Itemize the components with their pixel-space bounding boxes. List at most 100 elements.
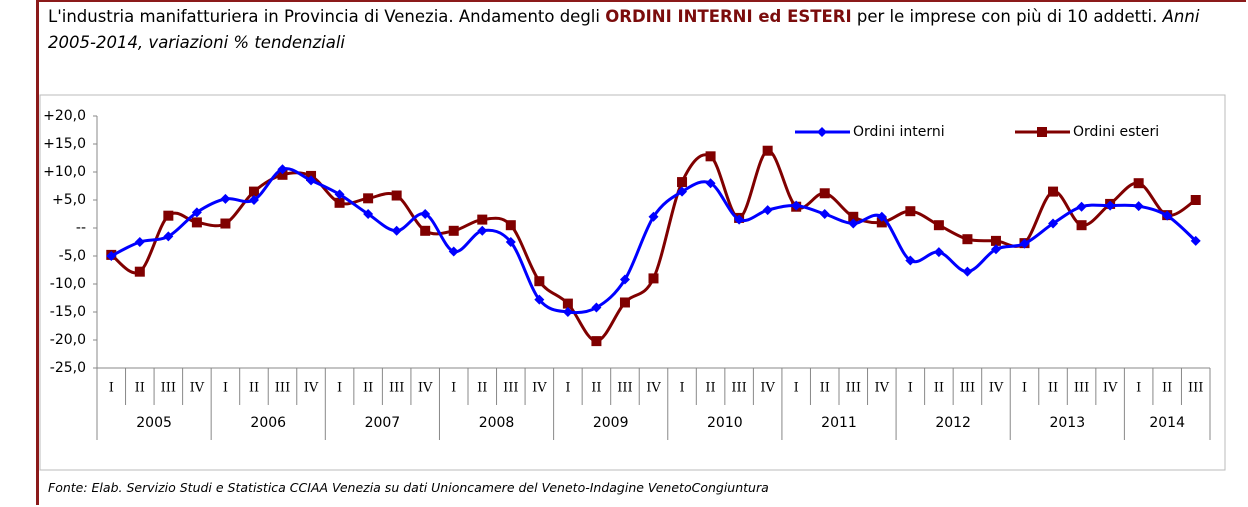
y-tick-label: +15,0 — [43, 136, 86, 152]
year-label: 2005 — [136, 415, 172, 431]
legend-marker — [1037, 127, 1047, 137]
x-tick-label: IV — [646, 381, 661, 396]
title-part: ORDINI INTERNI ed ESTERI — [605, 7, 852, 26]
x-tick-label: I — [1136, 381, 1141, 396]
y-tick-label: +5,0 — [52, 192, 86, 208]
legend-label: Ordini esteri — [1073, 124, 1159, 140]
marker — [220, 218, 231, 229]
marker — [619, 297, 630, 308]
x-tick-label: IV — [532, 381, 547, 396]
x-tick-label: IV — [418, 381, 433, 396]
series-line — [110, 167, 1197, 315]
marker — [134, 237, 145, 247]
marker — [477, 214, 488, 225]
year-label: 2006 — [250, 415, 286, 431]
marker — [534, 294, 545, 305]
year-label: 2007 — [365, 415, 401, 431]
marker — [391, 225, 402, 236]
marker — [933, 220, 944, 231]
x-tick-label: III — [161, 381, 176, 396]
marker — [448, 225, 459, 236]
x-tick-label: I — [794, 381, 799, 396]
marker — [363, 193, 374, 204]
x-tick-label: II — [705, 381, 715, 396]
marker — [505, 237, 516, 247]
x-tick-label: IV — [190, 381, 205, 396]
marker — [677, 186, 688, 197]
year-label: 2012 — [935, 415, 971, 431]
marker — [1019, 238, 1030, 249]
x-tick-label: II — [934, 381, 944, 396]
marker — [1076, 220, 1087, 231]
legend-marker — [817, 127, 827, 137]
x-tick-label: II — [363, 381, 373, 396]
x-tick-label: I — [1022, 381, 1027, 396]
year-label: 2011 — [821, 415, 857, 431]
marker — [677, 177, 688, 188]
marker — [990, 235, 1001, 246]
y-tick-label: -25,0 — [50, 360, 86, 376]
marker — [448, 246, 459, 257]
x-tick-label: IV — [989, 381, 1004, 396]
marker — [648, 211, 659, 222]
marker — [1105, 200, 1116, 211]
x-tick-label: III — [275, 381, 290, 396]
marker — [334, 197, 345, 208]
marker — [420, 225, 431, 236]
year-label: 2008 — [479, 415, 515, 431]
marker — [420, 209, 431, 219]
title-part: L'industria manifatturiera in Provincia … — [48, 7, 606, 26]
title-part: Anni 2005-2014, variazioni % tendenziali — [48, 7, 1200, 52]
x-tick-label: II — [1048, 381, 1058, 396]
marker — [591, 302, 602, 313]
marker — [306, 175, 317, 186]
marker — [962, 234, 973, 245]
marker — [1076, 201, 1087, 212]
year-label: 2010 — [707, 415, 743, 431]
x-tick-label: III — [1074, 381, 1089, 396]
x-tick-label: I — [337, 381, 342, 396]
x-tick-label: I — [223, 381, 228, 396]
y-tick-label: +20,0 — [43, 108, 86, 124]
marker — [1133, 201, 1144, 212]
marker — [248, 195, 259, 205]
x-tick-label: III — [1188, 381, 1203, 396]
y-tick-label: +10,0 — [43, 164, 86, 180]
marker — [163, 210, 174, 221]
marker — [277, 169, 288, 180]
marker — [163, 231, 174, 242]
marker — [505, 220, 516, 231]
chart-title: L'industria manifatturiera in Provincia … — [48, 4, 1243, 56]
y-tick-label: -20,0 — [50, 332, 86, 348]
y-tick-label: -15,0 — [50, 304, 86, 320]
marker — [705, 151, 716, 162]
x-tick-label: IV — [304, 381, 319, 396]
y-tick-label: -5,0 — [59, 248, 86, 264]
marker — [477, 225, 488, 236]
x-tick-label: I — [565, 381, 570, 396]
marker — [1162, 210, 1173, 221]
marker — [562, 307, 573, 317]
y-tick-label: -- — [76, 220, 86, 236]
legend-label: Ordini interni — [853, 124, 945, 140]
x-tick-label: I — [679, 381, 684, 396]
marker — [876, 211, 887, 222]
marker — [933, 247, 944, 258]
marker — [1048, 186, 1059, 197]
source-note: Fonte: Elab. Servizio Studi e Statistica… — [48, 480, 769, 495]
x-tick-label: III — [617, 381, 632, 396]
y-tick-label: -10,0 — [50, 276, 86, 292]
marker — [1190, 235, 1201, 246]
marker — [905, 255, 916, 266]
marker — [791, 200, 802, 211]
marker — [962, 266, 973, 277]
series-line — [110, 149, 1197, 343]
marker — [248, 186, 259, 197]
marker — [762, 205, 773, 216]
x-tick-label: III — [503, 381, 518, 396]
x-tick-label: I — [451, 381, 456, 396]
title-part: per le imprese con più di 10 addetti. — [851, 7, 1163, 26]
marker — [819, 188, 830, 199]
marker — [363, 209, 374, 219]
marker — [191, 217, 202, 228]
